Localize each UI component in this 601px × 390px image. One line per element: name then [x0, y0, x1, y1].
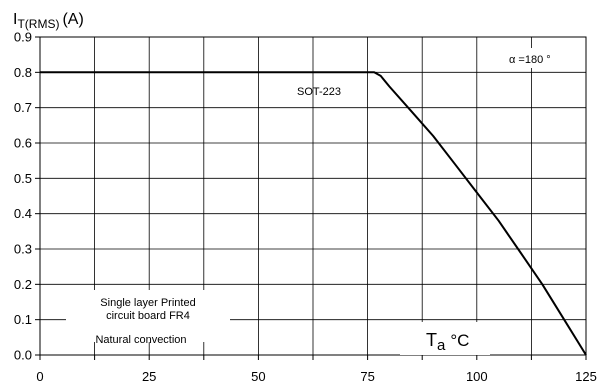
y-tick-label: 0.8: [14, 65, 32, 80]
y-tick-label: 0.4: [14, 206, 32, 221]
xlabel-bg: [400, 322, 490, 355]
y-tick-label: 0.6: [14, 136, 32, 151]
y-axis-title-sub: T(RMS): [17, 17, 59, 31]
x-tick-label: 125: [575, 369, 597, 384]
x-tick-label: 100: [466, 369, 488, 384]
y-tick-label: 0.7: [14, 100, 32, 115]
board-annotation-line1: Single layer Printed: [100, 297, 195, 309]
y-tick-label: 0.5: [14, 171, 32, 186]
y-tick-labels: 0.0 0.1 0.2 0.3 0.4 0.5 0.6 0.7 0.8 0.9: [14, 30, 32, 363]
x-tick-label: 0: [36, 369, 43, 384]
series-line-sot223: [40, 71, 587, 356]
y-axis-title-unit: (A): [62, 11, 83, 28]
board-annotation-line2: circuit board FR4: [106, 310, 190, 322]
x-axis-title-sub: a: [437, 337, 446, 354]
y-tick-label: 0.3: [14, 242, 32, 257]
x-axis-title: Ta °C: [426, 330, 469, 354]
series-label-sot223: SOT-223: [297, 86, 341, 98]
angle-annotation: α =180 °: [509, 54, 551, 66]
x-tick-label: 75: [360, 369, 374, 384]
x-tick-label: 50: [251, 369, 265, 384]
y-axis-title: IT(RMS) (A): [13, 11, 84, 31]
y-axis-title-main: I: [13, 11, 17, 28]
y-tick-label: 0.9: [14, 30, 32, 45]
y-tick-label: 0.2: [14, 277, 32, 292]
board-annotation-bg: [66, 290, 230, 342]
x-axis-title-main: T: [426, 330, 437, 350]
x-axis-title-unit: °C: [450, 331, 469, 350]
convection-annotation: Natural convection: [95, 334, 186, 346]
x-tick-label: 25: [142, 369, 156, 384]
y-tick-label: 0.0: [14, 348, 32, 363]
plot-frame: [39, 36, 587, 356]
angle-annotation-bg: [498, 48, 578, 68]
series: [40, 71, 587, 356]
x-tick-labels: 0 25 50 75 100 125: [36, 369, 596, 384]
y-tick-label: 0.1: [14, 312, 32, 327]
